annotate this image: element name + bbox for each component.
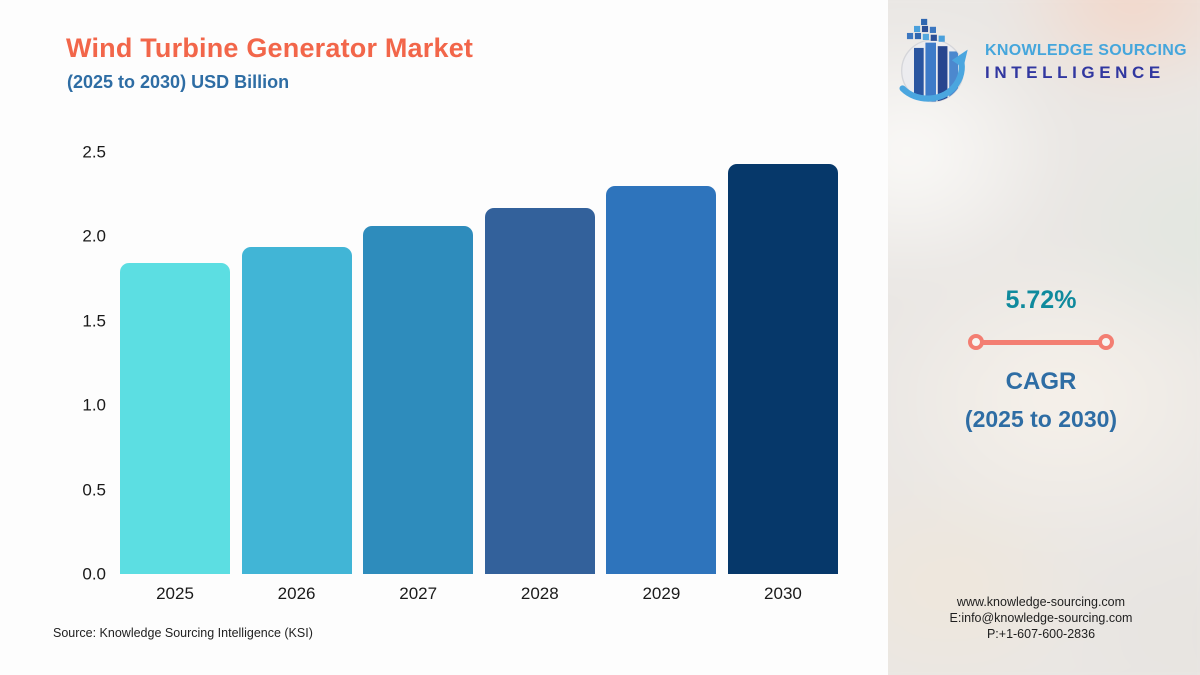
y-tick-0.0: 0.0 (82, 564, 106, 584)
logo-pixel-squares (906, 18, 945, 42)
page-subtitle: (2025 to 2030) USD Billion (67, 72, 290, 92)
source-note: Source: Knowledge Sourcing Intelligence … (53, 626, 313, 640)
bar-column-2026: 2026 (241, 152, 352, 603)
bar-2026 (241, 246, 352, 574)
bar-column-2029: 2029 (606, 152, 717, 603)
cagr-ring-right-icon (1098, 334, 1114, 350)
logo-wordmark: KNOWLEDGE SOURCING INTELLIGENCE (985, 42, 1187, 83)
contact-block: www.knowledge-sourcing.com E:info@knowle… (882, 594, 1200, 642)
chart-card: Wind Turbine Generator Market (2025 to 2… (0, 0, 888, 675)
cagr-ring-left-icon (968, 334, 984, 350)
x-tick-2030: 2030 (764, 584, 802, 603)
bar-column-2027: 2027 (363, 152, 474, 603)
cagr-line-bar (976, 340, 1106, 345)
y-tick-1.0: 1.0 (82, 395, 106, 415)
bar-column-2028: 2028 (484, 152, 595, 603)
logo-globe-icon (899, 18, 968, 103)
contact-email: E:info@knowledge-sourcing.com (949, 611, 1133, 625)
y-tick-0.5: 0.5 (82, 480, 106, 500)
y-tick-2.5: 2.5 (82, 142, 106, 162)
cagr-value: 5.72% (1005, 286, 1077, 314)
bar-2028 (484, 207, 595, 574)
cagr-label: CAGR (1005, 368, 1077, 395)
x-tick-2028: 2028 (520, 584, 559, 603)
plot-area: 2025 2026 2027 2028 2029 2030 (120, 152, 838, 603)
contact-phone: P:+1-607-600-2836 (986, 627, 1096, 641)
y-tick-2.0: 2.0 (82, 226, 106, 246)
x-tick-2025: 2025 (156, 584, 194, 603)
bar-2025 (120, 263, 230, 574)
logo-line2: INTELLIGENCE (985, 62, 1165, 82)
y-tick-1.5: 1.5 (82, 311, 106, 331)
x-tick-2027: 2027 (399, 584, 438, 603)
page-title: Wind Turbine Generator Market (66, 33, 474, 63)
bar-column-2030: 2030 (727, 152, 838, 603)
cagr-period: (2025 to 2030) (964, 406, 1118, 432)
logo-line1: KNOWLEDGE SOURCING (985, 41, 1187, 59)
bar-2029 (606, 185, 717, 574)
logo: KNOWLEDGE SOURCING INTELLIGENCE (892, 18, 1192, 106)
contact-website: www.knowledge-sourcing.com (956, 595, 1126, 609)
x-tick-2026: 2026 (277, 584, 316, 603)
y-axis: 0.0 0.5 1.0 1.5 2.0 2.5 (66, 144, 106, 583)
cagr-line (968, 334, 1114, 350)
bar-2030 (727, 163, 838, 574)
x-tick-2029: 2029 (642, 584, 681, 603)
bar-column-2025: 2025 (120, 152, 230, 603)
bar-2027 (363, 226, 474, 574)
right-panel: KNOWLEDGE SOURCING INTELLIGENCE 5.72% CA… (882, 0, 1200, 675)
